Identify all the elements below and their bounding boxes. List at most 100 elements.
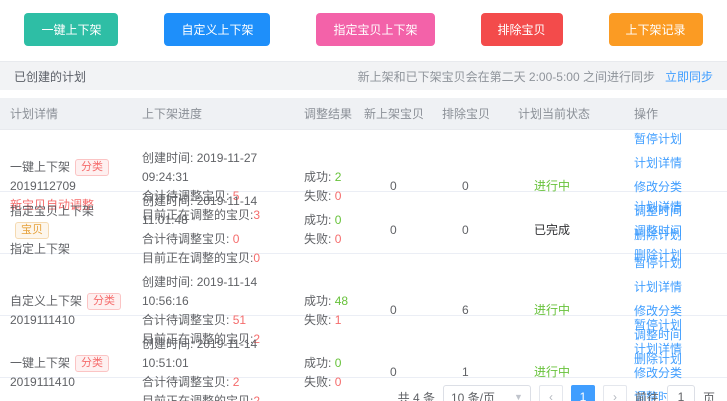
action-link[interactable]: 删除计划 <box>634 352 683 366</box>
plan-name: 一键上下架 <box>10 355 71 370</box>
adjusting-value: 2 <box>253 393 261 401</box>
progress-cell: 创建时间: 2019-11-27 09:24:31 合计待调整宝贝: 5 目前正… <box>132 149 294 225</box>
pending-value: 5 <box>232 188 240 203</box>
goto-page-input[interactable] <box>666 385 695 401</box>
status-text: 进行中 <box>534 179 571 193</box>
created-value: 2019-11-14 11:01:48 <box>142 194 258 227</box>
plan-name-line: 指定宝贝上下架宝贝 <box>10 202 132 240</box>
column-header: 调整结果 <box>304 107 353 121</box>
created-label: 创建时间: <box>142 336 194 351</box>
page-number-1[interactable]: 1 <box>570 385 595 401</box>
action-link[interactable]: 计划详情 <box>634 156 683 170</box>
status-cell: 进行中 <box>508 363 624 382</box>
adjusting-label: 目前正在调整的宝贝: <box>142 251 254 265</box>
toolbar-button-2[interactable]: 指定宝贝上下架 <box>316 13 435 46</box>
toolbar-button-0[interactable]: 一键上下架 <box>24 13 119 46</box>
plan-name-line: 一键上下架 分类 <box>10 354 132 373</box>
result-cell: 成功: 48 失败: 1 <box>294 292 354 330</box>
action-link[interactable]: 暂停计划 <box>634 318 683 332</box>
success-value: 0 <box>334 355 342 370</box>
chevron-right-icon: › <box>612 390 617 401</box>
adjusting-label: 目前正在调整的宝贝: <box>142 393 254 401</box>
fail-label: 失败: <box>304 232 332 246</box>
success-value: 2 <box>334 169 342 184</box>
toolbar-button-3[interactable]: 排除宝贝 <box>480 13 563 46</box>
progress-cell: 创建时间: 2019-11-14 11:01:48 合计待调整宝贝: 0 目前正… <box>132 192 294 268</box>
adjusting-line: 目前正在调整的宝贝:2 <box>142 330 294 349</box>
adjusting-label: 目前正在调整的宝贝: <box>142 331 254 346</box>
row-actions: 暂停计划计划详情修改分类调整时间删除计划 <box>624 254 727 367</box>
page-title: 已创建的计划 <box>14 69 87 84</box>
excluded-cell: 0 <box>462 179 469 193</box>
progress-cell: 创建时间: 2019-11-14 10:56:16 合计待调整宝贝: 51 目前… <box>132 273 294 349</box>
pending-line: 合计待调整宝贝: 2 <box>142 373 294 392</box>
status-text: 进行中 <box>534 365 571 379</box>
action-link[interactable]: 修改分类 <box>634 304 683 318</box>
success-label: 成功: <box>304 355 332 370</box>
new-items-cell: 0 <box>390 303 397 317</box>
next-page-button[interactable]: › <box>602 385 627 401</box>
status-cell: 进行中 <box>508 301 624 320</box>
created-line: 创建时间: 2019-11-14 10:56:16 <box>142 273 294 311</box>
fail-line: 失败: 0 <box>304 373 354 392</box>
excluded-cell: 0 <box>462 222 469 237</box>
prev-page-button[interactable]: ‹ <box>538 385 563 401</box>
status-cell: 已完成 <box>508 221 624 240</box>
plan-detail-cell: 指定宝贝上下架宝贝 指定上下架 <box>0 202 132 259</box>
action-link[interactable]: 计划详情 <box>634 199 683 214</box>
action-link[interactable]: 计划详情 <box>634 342 683 356</box>
action-link[interactable]: 调整时间 <box>634 390 683 401</box>
action-link[interactable]: 调整时间 <box>634 328 683 342</box>
success-value: 0 <box>334 213 342 227</box>
plan-id: 2019111410 <box>10 374 75 389</box>
action-link[interactable]: 暂停计划 <box>634 256 683 270</box>
goto-suffix: 页 <box>702 390 715 401</box>
status-text: 进行中 <box>534 303 571 317</box>
fail-value: 1 <box>334 312 342 327</box>
toolbar-button-1[interactable]: 自定义上下架 <box>164 13 271 46</box>
column-header: 上下架进度 <box>142 107 203 121</box>
action-link[interactable]: 暂停计划 <box>634 132 683 146</box>
fail-line: 失败: 0 <box>304 230 354 249</box>
table-row: 指定宝贝上下架宝贝 指定上下架 创建时间: 2019-11-14 11:01:4… <box>0 192 727 265</box>
toolbar: 一键上下架 自定义上下架 指定宝贝上下架 排除宝贝 上下架记录 <box>0 0 727 57</box>
toolbar-button-4[interactable]: 上下架记录 <box>608 13 703 46</box>
column-header: 排除宝贝 <box>442 107 491 121</box>
success-label: 成功: <box>304 169 332 184</box>
action-link[interactable]: 修改分类 <box>634 180 683 194</box>
adjusting-value: 2 <box>253 331 261 346</box>
pending-line: 合计待调整宝贝: 5 <box>142 187 294 206</box>
action-link[interactable]: 删除计划 <box>634 228 683 242</box>
action-link[interactable]: 调整时间 <box>634 223 683 238</box>
pending-line: 合计待调整宝贝: 0 <box>142 230 294 249</box>
created-label: 创建时间: <box>142 274 194 289</box>
pending-label: 合计待调整宝贝: <box>142 232 230 246</box>
created-value: 2019-11-27 09:24:31 <box>142 150 258 184</box>
page-size-value: 10 条/页 <box>450 390 495 401</box>
sync-notice: 新上架和已下架宝贝会在第二天 2:00-5:00 之间进行同步 <box>357 69 655 84</box>
adjusting-line: 目前正在调整的宝贝:3 <box>142 206 294 225</box>
sync-now-link[interactable]: 立即同步 <box>664 69 713 84</box>
plan-name: 一键上下架 <box>10 160 71 174</box>
page-size-select[interactable]: 10 条/页 ▼ <box>442 385 531 401</box>
success-label: 成功: <box>304 213 332 227</box>
result-cell: 成功: 0 失败: 0 <box>294 354 354 392</box>
action-link[interactable]: 删除计划 <box>634 247 683 262</box>
progress-cell: 创建时间: 2019-11-14 10:51:01 合计待调整宝贝: 2 目前正… <box>132 335 294 401</box>
success-label: 成功: <box>304 293 332 308</box>
plan-detail-cell: 自定义上下架 分类 2019111410 <box>0 292 132 330</box>
action-link[interactable]: 计划详情 <box>634 280 683 294</box>
table-row: 一键上下架 分类 2019111410 创建时间: 2019-11-14 10:5… <box>0 316 727 401</box>
success-line: 成功: 2 <box>304 168 354 187</box>
success-value: 48 <box>334 293 349 308</box>
action-link[interactable]: 调整时间 <box>634 204 683 218</box>
new-items-cell: 0 <box>390 179 397 193</box>
action-link[interactable]: 修改分类 <box>634 366 683 380</box>
result-cell: 成功: 2 失败: 0 <box>294 168 354 206</box>
goto-label: 前往 <box>634 390 659 401</box>
plan-id: 2019111410 <box>10 312 75 327</box>
adjusting-line: 目前正在调整的宝贝:2 <box>142 392 294 401</box>
plan-detail-cell: 一键上下架 分类 2019112709 新宝贝自动调整 <box>0 158 132 215</box>
plan-name-line: 一键上下架 分类 <box>10 158 132 177</box>
excluded-cell: 1 <box>462 365 469 379</box>
